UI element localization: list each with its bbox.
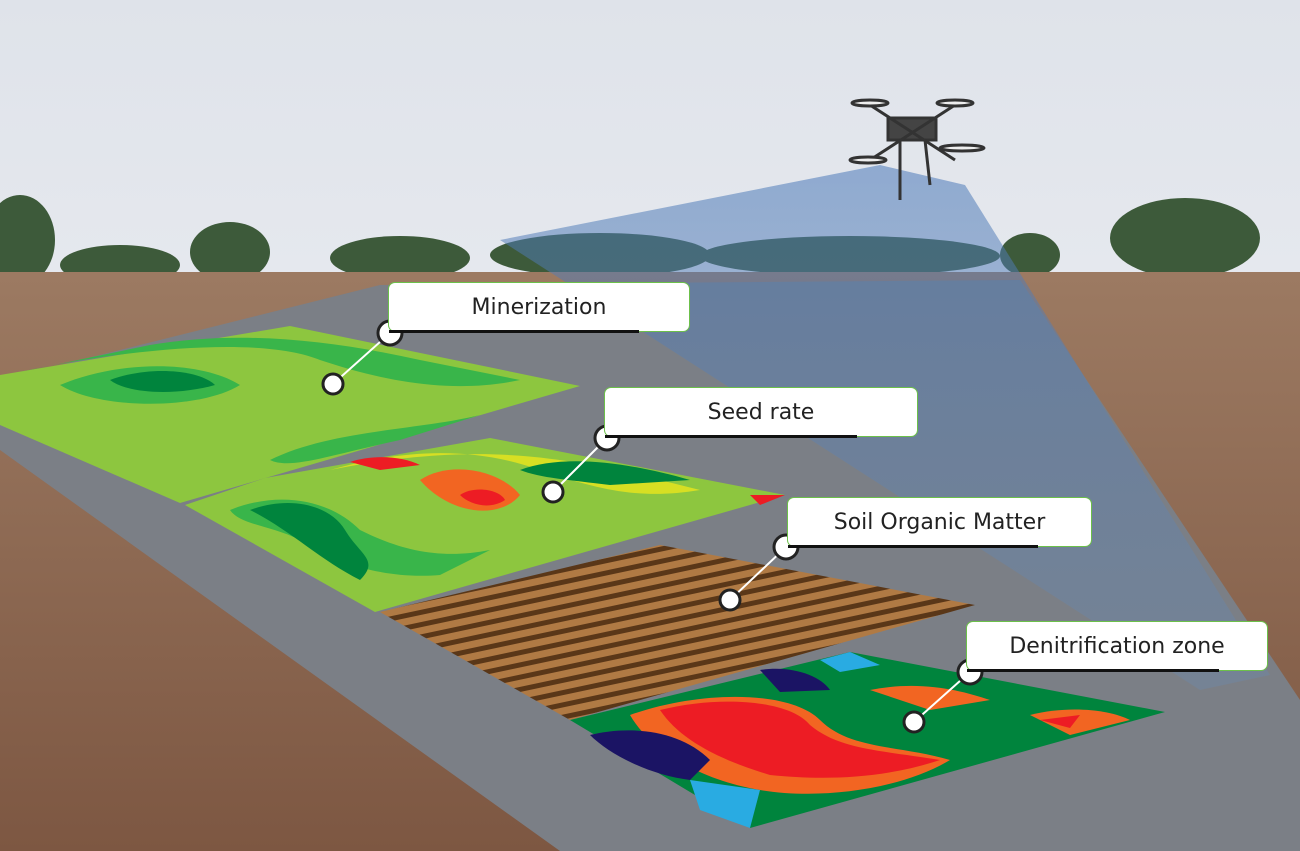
map-denitrification-zone xyxy=(570,652,1165,828)
callout-anchor-dots xyxy=(321,319,984,734)
underline xyxy=(605,435,857,438)
map-soil-organic-matter xyxy=(380,545,975,720)
label-text: Seed rate xyxy=(707,399,815,425)
label-text: Soil Organic Matter xyxy=(833,509,1046,535)
label-seed-rate: Seed rate xyxy=(604,387,918,438)
label-minerization: Minerization xyxy=(388,282,690,333)
underline xyxy=(389,330,639,333)
label-denitrification-zone: Denitrification zone xyxy=(966,621,1268,672)
label-text: Denitrification zone xyxy=(1009,633,1225,659)
underline xyxy=(967,669,1219,672)
label-soil-organic-matter: Soil Organic Matter xyxy=(787,497,1092,548)
map-minerization xyxy=(0,326,580,503)
drone-icon xyxy=(848,98,986,200)
label-text: Minerization xyxy=(471,294,607,320)
map-seed-rate xyxy=(185,438,785,612)
underline xyxy=(788,545,1038,548)
